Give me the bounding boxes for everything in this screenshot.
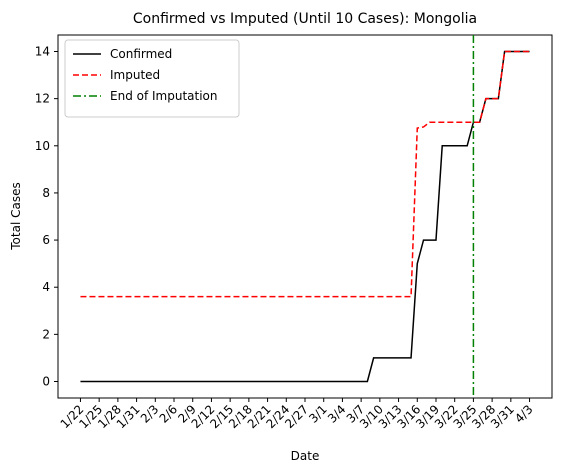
y-tick-label: 10: [35, 139, 50, 153]
legend-box: [64, 39, 240, 118]
y-tick-label: 8: [42, 186, 50, 200]
chart-title: Confirmed vs Imputed (Until 10 Cases): M…: [133, 11, 477, 27]
y-axis-label: Total Cases: [9, 182, 23, 250]
x-axis-label: Date: [291, 449, 320, 463]
x-tick-label: 4/3: [512, 402, 536, 426]
y-tick-label: 14: [35, 45, 50, 59]
y-tick-label: 2: [42, 327, 50, 341]
legend-label: End of Imputation: [110, 89, 218, 103]
y-tick-label: 4: [42, 280, 50, 294]
y-tick-label: 6: [42, 233, 50, 247]
legend-label: Imputed: [110, 68, 160, 82]
series-line: [80, 50, 530, 298]
series-line: [80, 50, 530, 383]
legend-label: Confirmed: [110, 47, 172, 61]
y-tick-label: 0: [42, 375, 50, 389]
y-tick-label: 12: [35, 92, 50, 106]
